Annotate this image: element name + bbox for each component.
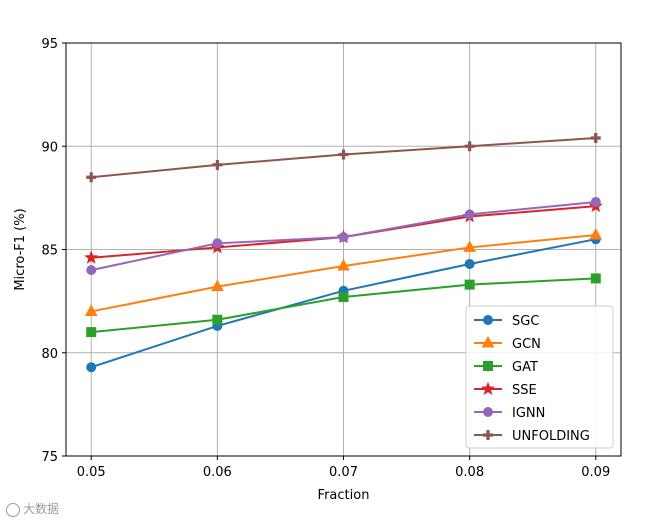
legend-marker-unfolding xyxy=(483,430,493,440)
x-tick-label: 0.05 xyxy=(77,465,106,480)
legend-marker-gat xyxy=(483,361,493,371)
data-point-sgc xyxy=(86,362,97,373)
data-point-gat xyxy=(590,273,601,284)
series-unfolding xyxy=(86,132,601,183)
y-tick-label: 75 xyxy=(41,450,58,465)
data-point-gcn xyxy=(463,240,476,252)
legend-entry-unfolding: UNFOLDING xyxy=(474,429,590,444)
legend-marker-ignn xyxy=(483,407,493,417)
data-point-gat xyxy=(464,279,475,290)
data-point-sgc xyxy=(464,258,475,269)
data-point-gcn xyxy=(337,258,350,271)
legend-entry-gat: GAT xyxy=(474,360,538,375)
legend-label-gcn: GCN xyxy=(512,337,541,352)
data-point-sse xyxy=(84,250,99,264)
series-gat xyxy=(86,273,601,338)
data-point-ignn xyxy=(590,197,601,208)
axis-ticks: 0.05 0.06 0.07 0.08 0.09 75 80 85 90 95 xyxy=(41,37,610,480)
data-point-unfolding xyxy=(86,172,97,183)
data-point-gcn xyxy=(211,279,224,292)
data-point-ignn xyxy=(212,238,223,249)
data-point-gat xyxy=(212,314,223,325)
data-point-gat xyxy=(86,327,97,338)
series-ignn xyxy=(86,197,601,276)
series-lines xyxy=(84,132,603,373)
legend-label-ignn: IGNN xyxy=(512,406,545,421)
legend-marker-sse xyxy=(480,381,496,395)
x-tick-label: 0.06 xyxy=(203,465,232,480)
legend-entry-sgc: SGC xyxy=(474,314,539,329)
x-tick-label: 0.09 xyxy=(581,465,610,480)
legend-marker-gcn xyxy=(481,335,495,348)
y-axis-label: Micro-F1 (%) xyxy=(13,208,28,290)
legend-box xyxy=(465,305,614,449)
legend-label-gat: GAT xyxy=(512,360,538,375)
series-gcn xyxy=(84,228,603,316)
data-point-gcn xyxy=(84,304,98,316)
data-point-ignn xyxy=(464,209,475,220)
data-point-gcn xyxy=(589,228,603,240)
data-point-ignn xyxy=(86,265,97,276)
legend-entry-gcn: GCN xyxy=(474,335,541,352)
x-tick-label: 0.08 xyxy=(455,465,484,480)
x-axis-label: Fraction xyxy=(318,488,370,503)
watermark: 大数据 xyxy=(6,500,59,517)
data-point-unfolding xyxy=(212,159,223,170)
watermark-text: 大数据 xyxy=(23,502,60,516)
data-point-unfolding xyxy=(590,132,601,143)
legend: SGC GCN GAT SSE IGNN UNFOLDING xyxy=(465,305,614,449)
legend-marker-sgc xyxy=(483,315,493,325)
y-tick-label: 95 xyxy=(41,37,58,52)
y-tick-label: 90 xyxy=(41,140,58,155)
legend-label-sgc: SGC xyxy=(512,314,539,329)
data-point-ignn xyxy=(338,232,349,243)
legend-label-unfolding: UNFOLDING xyxy=(512,429,590,444)
watermark-logo-icon xyxy=(6,502,20,517)
y-tick-label: 80 xyxy=(41,347,58,362)
data-point-unfolding xyxy=(464,141,475,152)
data-point-gat xyxy=(338,291,349,302)
series-sgc xyxy=(86,234,601,373)
legend-entry-ignn: IGNN xyxy=(474,406,545,421)
legend-label-sse: SSE xyxy=(512,383,537,398)
x-tick-label: 0.07 xyxy=(329,465,358,480)
y-tick-label: 85 xyxy=(41,244,58,259)
legend-entry-sse: SSE xyxy=(474,381,537,398)
data-point-unfolding xyxy=(338,149,349,160)
